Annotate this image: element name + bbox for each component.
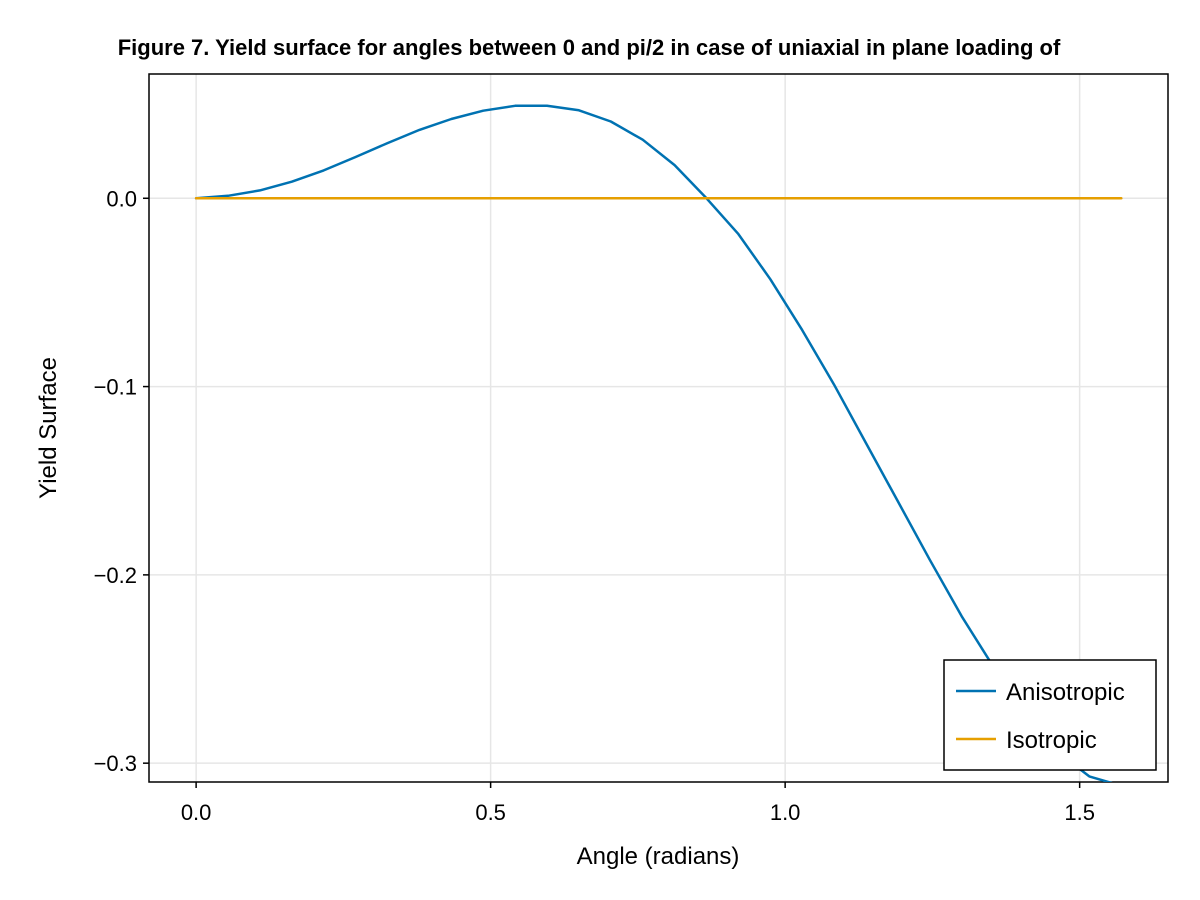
- legend: Anisotropic Isotropic: [943, 659, 1157, 771]
- x-axis-label: Angle (radians): [577, 843, 740, 870]
- y-tick-label: −0.2: [94, 563, 137, 588]
- x-tick-label: 0.0: [181, 800, 212, 825]
- legend-label-isotropic: Isotropic: [1006, 727, 1097, 754]
- legend-label-anisotropic: Anisotropic: [1006, 679, 1125, 706]
- y-tick-label: 0.0: [106, 186, 137, 211]
- x-tick-label: 1.0: [770, 800, 801, 825]
- x-tick-label: 0.5: [475, 800, 506, 825]
- series-group: [194, 104, 1123, 782]
- y-tick-label: −0.1: [94, 375, 137, 400]
- y-tick-label: −0.3: [94, 751, 137, 776]
- y-axis-label: Yield Surface: [35, 357, 62, 499]
- legend-box: [943, 659, 1157, 771]
- plot-area-frame: [148, 73, 1169, 783]
- series-line-anisotropic: [194, 104, 1113, 782]
- axis-ticks: 0.0 0.5 1.0 1.5 0.0 −0.1 −0.2 −0.3: [94, 186, 1095, 825]
- chart-title: Figure 7. Yield surface for angles betwe…: [118, 35, 1061, 60]
- x-tick-label: 1.5: [1064, 800, 1095, 825]
